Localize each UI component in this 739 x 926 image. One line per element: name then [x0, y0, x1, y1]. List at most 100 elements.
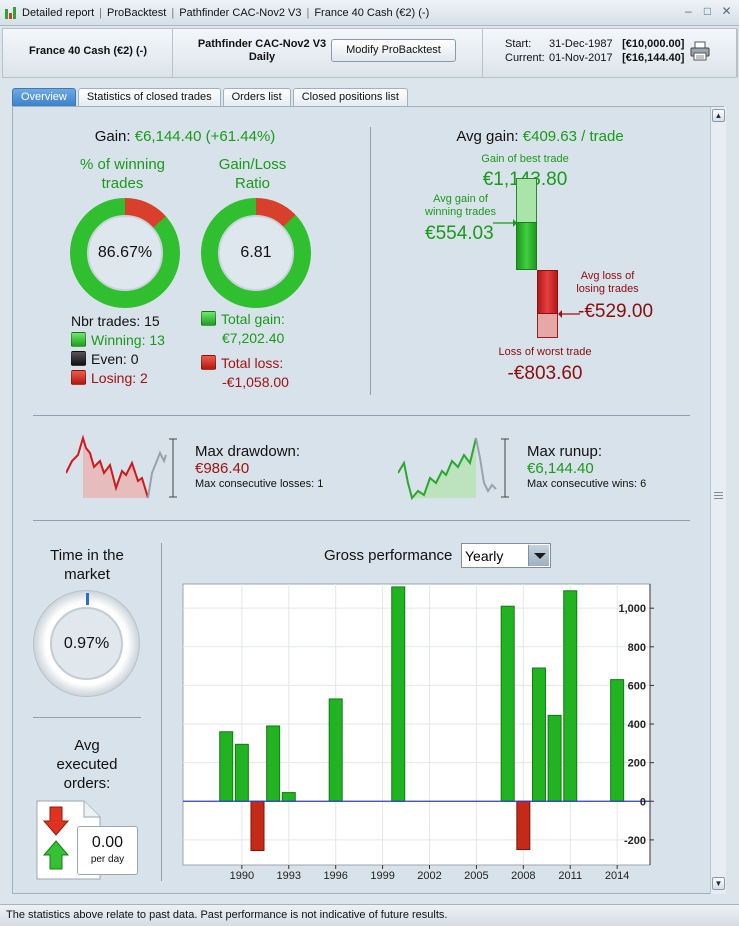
- nbr-trades: Nbr trades: 15: [71, 313, 160, 329]
- chart-bar: [391, 586, 406, 802]
- avg-losing-bar: [537, 270, 558, 314]
- avg-losing-label: Avg loss of losing trades: [565, 270, 650, 296]
- avg-losing-label-line2: losing trades: [576, 283, 639, 295]
- chart-bar: [281, 792, 296, 802]
- gain-heading: Gain: €6,144.40 (+61.44%): [40, 128, 330, 145]
- best-trade-label: Gain of best trade: [481, 153, 569, 165]
- breadcrumb-separator: |: [171, 7, 175, 19]
- total-loss-icon: [201, 355, 216, 370]
- breadcrumb-item-report[interactable]: Detailed report: [22, 7, 95, 19]
- tab-statistics[interactable]: Statistics of closed trades: [77, 88, 221, 106]
- scroll-grip[interactable]: [714, 492, 723, 499]
- glratio-title-line2: Ratio: [234, 175, 271, 192]
- total-gain-label: Total gain:: [221, 311, 285, 327]
- chart-y-tick-label: 0: [640, 796, 646, 808]
- scroll-down-icon[interactable]: ▼: [712, 877, 725, 890]
- even-legend-icon: [71, 351, 86, 366]
- chart-y-tick-label: 800: [628, 642, 646, 654]
- vertical-scrollbar[interactable]: ▲ ▼: [710, 107, 726, 894]
- section-divider: [33, 415, 690, 416]
- tab-overview[interactable]: Overview: [12, 88, 76, 106]
- chart-bar: [250, 800, 265, 852]
- chart-y-tick-label: 600: [628, 680, 646, 692]
- losing-count: Losing: 2: [91, 370, 148, 386]
- consecutive-wins: Max consecutive wins: 6: [527, 478, 647, 490]
- avg-winning-label-line1: Avg gain of: [433, 193, 488, 205]
- losing-legend-icon: [71, 370, 86, 385]
- total-gain-loss: Total gain: €7,202.40 Total loss: -€1,05…: [201, 310, 289, 392]
- chart-bar: [563, 590, 578, 802]
- close-icon[interactable]: ✕: [721, 4, 732, 18]
- chart-x-tick-label: 2008: [511, 870, 535, 882]
- section-divider: [370, 127, 371, 395]
- avg-gain-value: €409.63 / trade: [522, 128, 624, 145]
- candlestick-icon: [4, 6, 18, 20]
- time-in-market-title: Time in the market: [33, 546, 141, 584]
- start-label: Start:: [505, 38, 532, 50]
- winning-pct-donut: 86.67%: [70, 198, 180, 308]
- orders-per-day-value: 0.00: [91, 834, 124, 851]
- current-date: 01-Nov-2017: [549, 52, 613, 64]
- tab-orders-list[interactable]: Orders list: [222, 88, 291, 106]
- total-gain-value: €7,202.40: [222, 330, 285, 346]
- start-capital: [€10,000.00]: [622, 38, 685, 50]
- drawdown-sparkline: [66, 434, 177, 499]
- printer-icon[interactable]: [689, 41, 711, 61]
- orders-per-day-unit: per day: [90, 854, 125, 865]
- time-in-market-line1: Time in the: [50, 547, 124, 564]
- winning-count: Winning: 13: [91, 332, 165, 348]
- avg-gain-label: Avg gain:: [456, 128, 519, 145]
- breadcrumb: Detailed report | ProBacktest | Pathfind…: [4, 6, 429, 20]
- breadcrumb-separator: |: [306, 7, 310, 19]
- orders-per-day-box: 0.00 per day: [77, 826, 138, 875]
- breadcrumb-item-probacktest[interactable]: ProBacktest: [107, 7, 167, 19]
- total-loss-label: Total loss:: [221, 355, 284, 371]
- winning-title-line1: % of winning: [79, 156, 166, 173]
- breadcrumb-item-system[interactable]: Pathfinder CAC-Nov2 V3: [179, 7, 302, 19]
- disclaimer-text: The statistics above relate to past data…: [6, 909, 448, 921]
- avg-winning-label: Avg gain of winning trades: [418, 193, 503, 219]
- status-bar: The statistics above relate to past data…: [0, 904, 739, 926]
- winning-legend-icon: [71, 332, 86, 347]
- avg-winning-value: €554.03: [425, 223, 494, 244]
- maximize-icon[interactable]: □: [703, 4, 712, 18]
- avg-winning-label-line2: winning trades: [425, 206, 496, 218]
- chart-bar: [266, 725, 281, 802]
- chevron-down-icon[interactable]: [528, 545, 549, 566]
- worst-trade-value: -€803.60: [507, 363, 583, 384]
- even-count: Even: 0: [91, 351, 139, 367]
- gross-performance-chart: -200 0 200 400 600 800 1,000 1990 1993 1996 1999 20…: [182, 583, 654, 882]
- chart-bar: [516, 800, 531, 851]
- avg-losing-value: -€529.00: [578, 301, 654, 322]
- breadcrumb-separator: |: [99, 7, 103, 19]
- modify-probacktest-button[interactable]: Modify ProBacktest: [331, 39, 456, 62]
- gross-performance-title: Gross performance: [324, 547, 453, 564]
- chart-x-tick-label: 2014: [605, 870, 629, 882]
- section-divider: [33, 520, 690, 521]
- current-capital: [€16,144.40]: [622, 52, 685, 64]
- chart-y-tick-label: -200: [624, 835, 646, 847]
- gain-loss-ratio-title: Gain/Loss Ratio: [190, 155, 315, 193]
- minimize-icon[interactable]: –: [685, 4, 692, 18]
- section-divider: [161, 543, 162, 881]
- chart-bar: [328, 698, 343, 802]
- breadcrumb-item-instrument[interactable]: France 40 Cash (€2) (-): [314, 7, 430, 19]
- tab-closed-positions[interactable]: Closed positions list: [292, 88, 408, 106]
- chart-x-tick-label: 1990: [230, 870, 254, 882]
- scroll-up-icon[interactable]: ▲: [712, 109, 725, 122]
- drawdown-block: Max drawdown: €986.40 Max consecutive lo…: [195, 443, 323, 490]
- total-gain-icon: [201, 311, 216, 326]
- time-in-market-gauge: 0.97%: [33, 590, 140, 697]
- chart-bar: [610, 679, 625, 802]
- instrument-name: France 40 Cash (€2) (-): [29, 45, 147, 57]
- runup-label: Max runup:: [527, 443, 603, 460]
- runup-sparkline: [398, 437, 509, 501]
- window-titlebar: Detailed report | ProBacktest | Pathfind…: [0, 0, 739, 26]
- start-date: 31-Dec-1987: [549, 38, 613, 50]
- avg-orders-line3: orders:: [63, 775, 111, 792]
- winning-title-line2: trades: [101, 175, 144, 192]
- chart-bar: [234, 743, 249, 802]
- chart-y-tick-label: 200: [628, 758, 646, 770]
- instrument-cell: France 40 Cash (€2) (-): [3, 29, 173, 77]
- avg-losing-arrow-icon: [558, 310, 580, 318]
